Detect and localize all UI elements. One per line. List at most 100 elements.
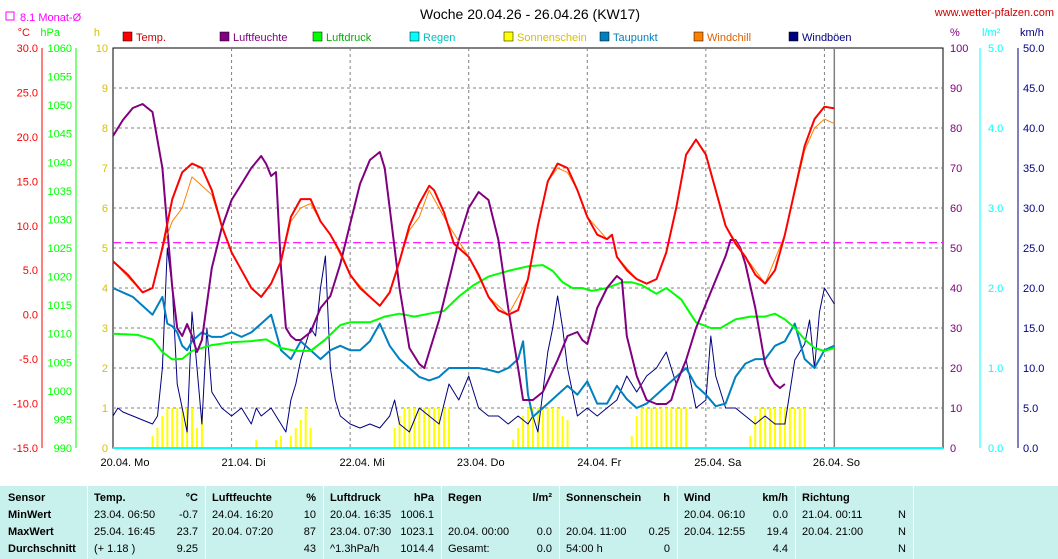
series-line-luftfeuchte	[112, 103, 786, 405]
sunshine-bar	[423, 408, 426, 448]
wind-tick: 45.0	[1023, 83, 1044, 95]
sunshine-bar	[749, 436, 752, 448]
stats-header-sun-unit: h	[663, 492, 670, 504]
site-link[interactable]: www.wetter-pfalzen.com	[934, 7, 1054, 19]
pressure-tick: 1025	[48, 243, 72, 255]
stats-header-press: Luftdruck	[330, 492, 381, 504]
temp-tick: -15.0	[13, 443, 38, 455]
sunshine-bar	[428, 408, 431, 448]
series-line-temp	[112, 105, 835, 316]
wind-unit: km/h	[1020, 27, 1044, 39]
pressure-tick: 1040	[48, 157, 72, 169]
legend-swatch	[219, 31, 230, 42]
pressure-tick: 990	[54, 443, 72, 455]
legend-swatch	[312, 31, 323, 42]
sunshine-bar	[275, 440, 278, 448]
pressure-tick: 1030	[48, 214, 72, 226]
sunshine-bar	[299, 420, 302, 448]
stats-temp-time: 23.04. 06:50	[94, 509, 156, 521]
stats-table: Sensor Temp. °C Luftfeuchte% Luftdruck hPa Reg…	[0, 486, 1058, 559]
wind-tick: 5.0	[1023, 403, 1038, 415]
sunshine-bar	[536, 408, 539, 448]
stats-rain-time: Gesamt:	[448, 543, 490, 555]
stats-row-label: Durchschnitt	[8, 543, 76, 555]
sunshine-bar	[788, 408, 791, 448]
stats-press-value: 1023.1	[400, 526, 434, 538]
sunshine-bar	[181, 408, 184, 448]
stats-press-time: 20.04. 16:35	[330, 509, 392, 521]
stats-header-rain: Regen	[448, 492, 482, 504]
sunshine-bar	[433, 408, 436, 448]
wind-tick: 50.0	[1023, 43, 1044, 55]
sunshine-bar	[512, 440, 515, 448]
sunshine-bar	[156, 428, 159, 448]
sunshine-bar	[289, 436, 292, 448]
temp-tick: 5.0	[23, 265, 38, 277]
legend-label: Luftfeuchte	[233, 32, 287, 44]
day-label: 24.04. Fr	[577, 457, 621, 469]
legend-label: Windböen	[802, 32, 852, 44]
temp-tick: 10.0	[17, 221, 38, 233]
sunshine-bar	[754, 416, 757, 448]
temp-tick: 15.0	[17, 176, 38, 188]
stats-row-label: MinWert	[8, 509, 52, 521]
sun-unit: h	[94, 27, 100, 39]
pressure-tick: 1045	[48, 129, 72, 141]
sunshine-bar	[551, 408, 554, 448]
day-label: 22.04. Mi	[340, 457, 385, 469]
hum-tick: 0	[950, 443, 956, 455]
stats-dir-value: N	[898, 509, 906, 521]
pressure-tick: 1005	[48, 357, 72, 369]
legend-swatch	[122, 31, 133, 42]
stats-column-divider	[913, 486, 914, 559]
pressure-tick: 995	[54, 414, 72, 426]
sun-tick: 0	[102, 443, 108, 455]
pressure-tick: 1015	[48, 300, 72, 312]
legend-label: Sonnenschein	[517, 32, 587, 44]
hum-tick: 100	[950, 43, 968, 55]
axes: 30.025.020.015.010.05.00.0-5.0-10.0-15.0…	[13, 27, 1045, 469]
sunshine-bar	[200, 408, 203, 448]
sunshine-bar	[309, 428, 312, 448]
pressure-tick: 1055	[48, 72, 72, 84]
sunshine-bar	[255, 440, 258, 448]
stats-column-divider	[559, 486, 560, 559]
sun-tick: 8	[102, 123, 108, 135]
sunshine-bar	[665, 408, 668, 448]
wind-tick: 40.0	[1023, 123, 1044, 135]
rain-tick: 5.0	[988, 43, 1003, 55]
stats-dir-time: 20.04. 21:00	[802, 526, 864, 538]
rain-tick: 4.0	[988, 123, 1003, 135]
sunshine-bar	[541, 408, 544, 448]
stats-header-sensor: Sensor	[8, 492, 46, 504]
stats-rain-time: 20.04. 00:00	[448, 526, 510, 538]
sunshine-bar	[279, 436, 282, 448]
temp-tick: -5.0	[19, 354, 38, 366]
stats-column-divider	[677, 486, 678, 559]
sunshine-bar	[764, 408, 767, 448]
stats-header-press-unit: hPa	[413, 492, 434, 504]
legend-swatch	[599, 31, 610, 42]
hum-tick: 50	[950, 243, 962, 255]
sunshine-bar	[769, 408, 772, 448]
pressure-tick: 1050	[48, 100, 72, 112]
stats-wind-value: 0.0	[772, 509, 788, 521]
legend-label: Luftdruck	[326, 32, 372, 44]
stats-rain-value: 0.0	[536, 526, 552, 538]
stats-wind-time: 20.04. 12:55	[684, 526, 746, 538]
sunshine-bar	[759, 408, 762, 448]
stats-dir-time: 21.04. 00:11	[802, 509, 863, 521]
sunshine-bar	[176, 408, 179, 448]
temp-tick: -10.0	[13, 399, 38, 411]
pressure-tick: 1010	[48, 329, 72, 341]
stats-hum-time: 24.04. 16:20	[212, 509, 274, 521]
wind-tick: 35.0	[1023, 163, 1044, 175]
stats-dir-value: N	[898, 526, 906, 538]
rain-unit: l/m²	[982, 27, 1001, 39]
sunshine-bar	[783, 408, 786, 448]
sunshine-bar	[438, 408, 441, 448]
sunshine-bar	[418, 408, 421, 448]
sunshine-bar	[660, 408, 663, 448]
sunshine-bar	[166, 408, 169, 448]
wind-tick: 30.0	[1023, 203, 1044, 215]
